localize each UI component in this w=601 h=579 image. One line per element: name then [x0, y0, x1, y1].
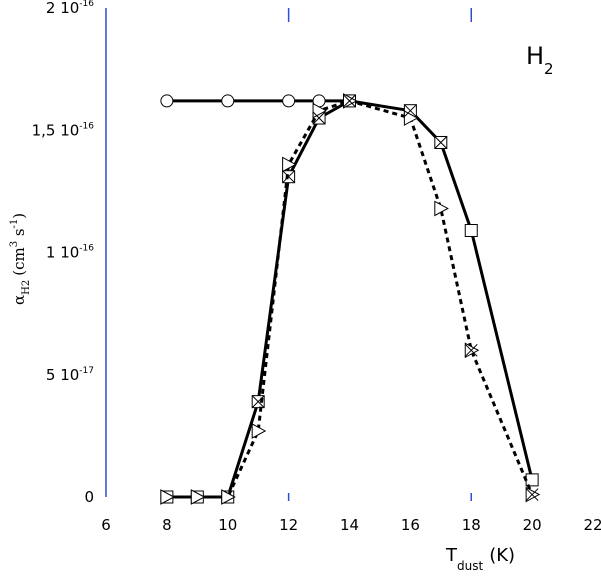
x-axis-title: Tdust (K) — [445, 545, 515, 573]
y-tick-mantissa: 2 10 — [46, 0, 79, 17]
x-axis-title-main: T — [445, 545, 458, 566]
y-tick-mantissa: 0 — [84, 488, 94, 506]
y-axis-title-sub: H2 — [21, 280, 32, 295]
y-tick-label: 1,5 10-16 — [32, 121, 95, 139]
axes — [105, 8, 472, 501]
series-3 — [251, 94, 539, 501]
x-tick-label: 20 — [523, 516, 542, 534]
y-axis-title-unit-open: (cm — [10, 247, 28, 275]
y-tick-exponent: -16 — [79, 0, 94, 9]
data-point-x — [312, 111, 326, 125]
x-tick-label: 22 — [583, 516, 601, 534]
annotation-sub: 2 — [544, 60, 554, 78]
series-0 — [160, 94, 356, 108]
data-point-x — [434, 136, 448, 149]
data-point-triangle — [221, 489, 236, 505]
data-point-square — [525, 473, 539, 487]
series-layer — [160, 93, 541, 505]
data-point-triangle — [160, 489, 175, 505]
y-tick-label: 1 10-16 — [46, 244, 94, 262]
x-axis-title-sub: dust — [457, 559, 483, 573]
y-axis-title-exp2: -1 — [9, 219, 20, 229]
y-axis-title: αH2 (cm3 s-1) — [9, 213, 32, 305]
x-tick-label: 14 — [340, 516, 359, 534]
chart-annotation: H2 — [526, 42, 554, 78]
x-tick-labels: 6 8 10 12 14 16 18 20 22 — [101, 516, 601, 534]
annotation-main: H — [526, 42, 544, 70]
x-tick-label: 10 — [218, 516, 237, 534]
series-line — [166, 99, 534, 499]
y-axis-title-exp1: 3 — [9, 241, 20, 247]
data-point-circle — [160, 94, 174, 108]
data-point-triangle — [251, 423, 267, 439]
y-tick-label: 0 — [84, 488, 94, 506]
data-point-x — [464, 343, 478, 357]
data-point-triangle — [434, 200, 449, 217]
y-axis-title-unit-close: ) — [10, 213, 28, 219]
y-tick-exponent: -16 — [79, 244, 94, 254]
y-axis-title-mid: s — [10, 228, 28, 240]
y-tick-mantissa: 1 10 — [46, 244, 79, 262]
series-line — [166, 99, 534, 499]
x-tick-label: 16 — [401, 516, 420, 534]
data-point-triangle — [282, 156, 297, 173]
y-tick-mantissa: 5 10 — [46, 366, 79, 384]
x-tick-label: 18 — [462, 516, 481, 534]
y-tick-label: 2 10-16 — [46, 0, 94, 17]
x-tick-label: 12 — [279, 516, 298, 534]
data-point-circle — [282, 94, 296, 108]
data-point-x — [525, 488, 539, 501]
data-point-circle — [221, 94, 235, 108]
series-1 — [160, 94, 539, 504]
y-tick-exponent: -16 — [79, 121, 94, 131]
data-point-x — [343, 94, 356, 108]
y-tick-exponent: -17 — [79, 366, 94, 376]
series-2 — [160, 93, 541, 505]
x-tick-label: 6 — [101, 516, 111, 534]
x-tick-label: 8 — [162, 516, 172, 534]
data-point-x — [282, 170, 295, 184]
y-axis-title-greek: α — [10, 295, 28, 305]
x-axis-title-unit: (K) — [489, 545, 515, 566]
data-point-triangle — [190, 489, 206, 505]
data-point-triangle — [403, 110, 419, 126]
y-tick-label: 5 10-17 — [46, 366, 94, 384]
data-point-square — [464, 223, 478, 237]
data-point-x — [404, 104, 417, 118]
y-tick-labels: 05 10-171 10-161,5 10-162 10-16 — [32, 0, 95, 506]
data-point-triangle — [312, 102, 328, 119]
y-tick-mantissa: 1,5 10 — [32, 121, 80, 139]
data-point-x — [251, 395, 265, 408]
